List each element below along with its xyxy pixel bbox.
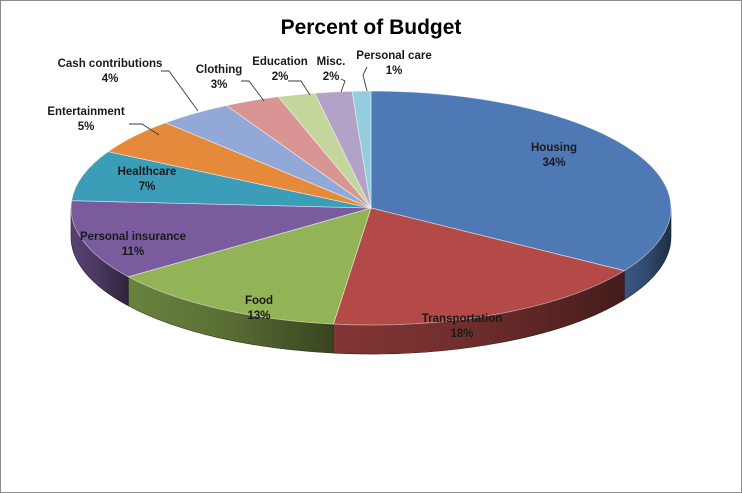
slice-value-education: 2%: [272, 71, 289, 83]
pie-slice-transportation: [332, 207, 626, 326]
pie-tops: [70, 90, 672, 326]
slice-value-cash-contributions: 4%: [102, 73, 119, 85]
leader-line-clothing: [241, 80, 265, 102]
pie-slice-personal-insurance: [70, 200, 372, 278]
slice-value-food: 13%: [247, 310, 270, 322]
slice-value-personal-insurance: 11%: [122, 246, 144, 258]
slice-label-personal-insurance: Personal insurance: [80, 231, 186, 243]
leader-lines: [129, 66, 368, 136]
pie-slice-healthcare: [71, 151, 372, 209]
chart-title: Percent of Budget: [281, 16, 462, 39]
slice-label-housing: Housing: [531, 142, 577, 154]
slice-labels: Housing 34% Transportation 18% Food 13% Person…: [47, 50, 577, 340]
pie-slice-personal-care: [351, 90, 372, 209]
leader-line-misc: [340, 78, 346, 93]
pie-slice-housing: [370, 90, 672, 272]
slice-label-entertainment: Entertainment: [47, 106, 124, 118]
slice-value-housing: 34%: [542, 157, 565, 169]
leader-line-entertainment: [129, 123, 160, 136]
slice-value-healthcare: 7%: [139, 181, 156, 193]
leader-line-education: [288, 80, 311, 96]
slice-label-misc: Misc.: [317, 56, 346, 68]
leader-line-cash-contributions: [161, 70, 199, 112]
slice-label-transportation: Transportation: [422, 313, 503, 325]
leader-line-personal-care: [362, 66, 368, 92]
slice-label-personal-care: Personal care: [356, 50, 431, 62]
slice-label-healthcare: Healthcare: [118, 166, 177, 178]
pie-slice-food: [127, 207, 372, 325]
slice-label-food: Food: [245, 295, 273, 307]
slice-value-transportation: 18%: [450, 328, 473, 340]
slice-label-cash-contributions: Cash contributions: [58, 58, 163, 70]
slice-value-personal-care: 1%: [386, 65, 403, 77]
slice-label-education: Education: [252, 56, 308, 68]
slice-value-misc: 2%: [323, 71, 340, 83]
slice-label-clothing: Clothing: [196, 64, 243, 76]
slice-value-clothing: 3%: [211, 79, 228, 91]
slice-value-entertainment: 5%: [78, 121, 95, 133]
